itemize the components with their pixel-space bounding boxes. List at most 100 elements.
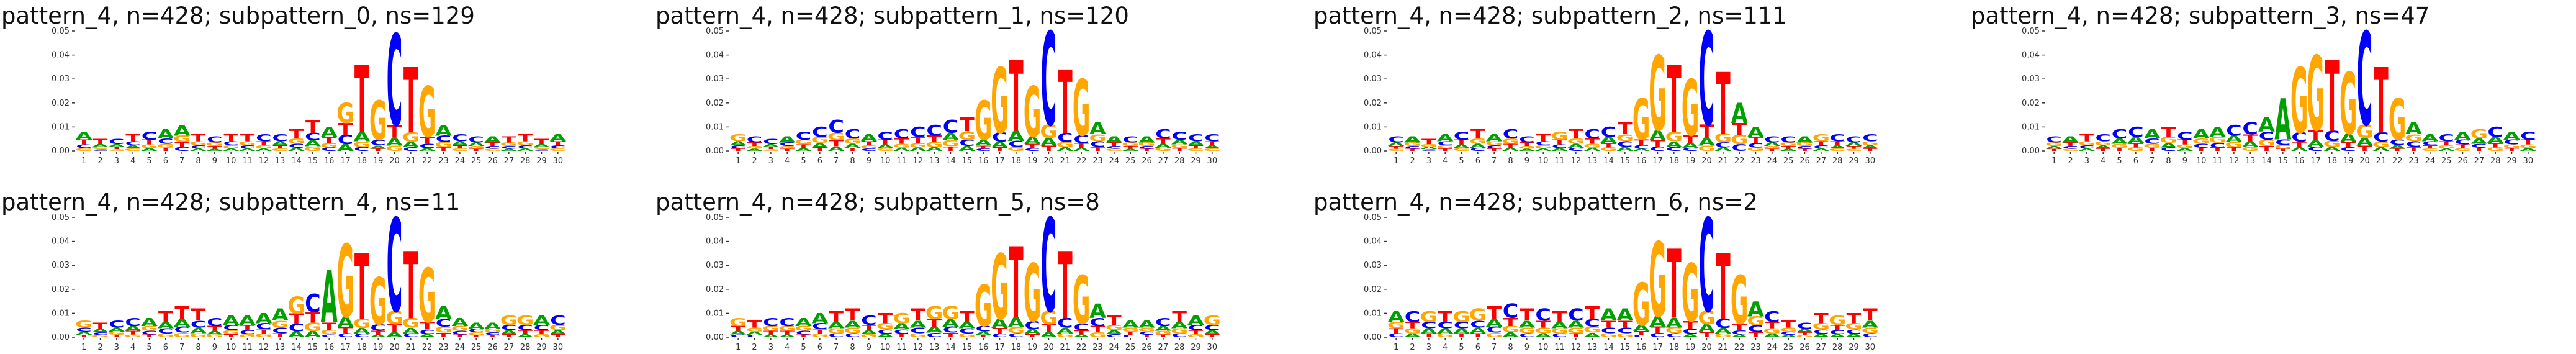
logo-letter-C: C [142,129,158,142]
logo-letter-C: C [747,334,763,338]
logo-letter-T: T [796,334,811,338]
logo-letter-T: T [1749,331,1763,339]
x-tick-label: 23 [2408,157,2419,166]
logo-letter-C: C [419,329,435,336]
logo-letter-C: C [2079,145,2095,150]
logo-letter-T: T [845,306,860,325]
logo-letter-A: A [1404,332,1421,338]
logo-letter-T: T [1091,145,1106,152]
logo-letter-C: C [1780,135,1796,145]
logo-letter-G: G [1007,326,1025,335]
logo-letter-T: T [2128,142,2143,149]
logo-letter-T: T [93,322,108,331]
logo-letter-C: C [1731,329,1747,336]
logo-letter-C: C [1171,129,1187,142]
logo-letter-G: G [1649,222,1667,341]
x-tick-label: 4 [130,343,135,352]
logo-letter-G: G [75,319,93,330]
logo-letter-T: T [780,330,795,335]
logo-letter-G: G [1040,121,1058,142]
logo-letter-C: C [910,124,926,140]
x-tick-label: 29 [536,343,547,352]
logo-letter-A: A [1486,317,1503,329]
x-tick-label: 24 [455,157,466,166]
logo-letter-A: A [844,319,861,330]
logo-letter-A: A [1204,329,1220,335]
logo-letter-G: G [304,145,322,153]
logo-letter-G: G [1106,324,1124,332]
logo-letter-C: C [845,127,861,142]
logo-letter-T: T [1503,142,1519,149]
x-tick-label: 27 [1816,157,1827,166]
logo-letter-C: C [2455,138,2471,146]
logo-letter-C: C [1139,331,1155,336]
y-tick-label: 0.03 [1364,75,1382,84]
logo-letter-G: G [1089,133,1107,144]
logo-letter-C: C [534,324,550,332]
logo-letter-T: T [142,138,157,146]
logo-letter-A: A [2421,132,2438,143]
logo-letter-C: C [2357,6,2373,155]
logo-letter-G: G [1567,137,1585,145]
x-tick-label: 13 [929,157,940,166]
logo-letter-C: C [338,132,354,147]
logo-letter-T: T [1421,332,1437,338]
x-tick-label: 19 [1685,343,1696,352]
x-tick-label: 9 [1524,343,1529,352]
logo-letter-T: T [403,50,418,154]
logo-letter-T: T [534,138,549,146]
logo-letter-G: G [1600,147,1618,152]
logo-letter-T: T [927,134,942,145]
logo-letter-T: T [878,138,893,146]
logo-letter-A: A [386,137,403,148]
logo-letter-T: T [1683,319,1698,332]
logo-letter-A: A [2274,88,2291,153]
x-tick-label: 8 [1508,343,1513,352]
logo-letter-A: A [1829,145,1847,150]
logo-letter-T: T [125,132,141,143]
logo-letter-A: A [1073,147,1091,152]
logo-letter-A: A [272,306,289,325]
logo-letter-C: C [207,135,223,145]
logo-letter-C: C [1073,133,1089,145]
logo-letter-T: T [1651,139,1665,149]
logo-letter-G: G [778,145,796,150]
logo-letter-G: G [2454,147,2472,152]
logo-letter-G: G [2421,148,2439,152]
logo-letter-G: G [516,314,534,328]
logo-letter-G: G [157,142,175,149]
logo-letter-C: C [1008,332,1024,338]
x-tick-label: 8 [1508,157,1513,166]
logo-letter-C: C [501,145,517,150]
y-tick-label: 0.02 [706,285,724,294]
logo-letter-T: T [1009,41,1024,154]
x-tick-label: 24 [1767,343,1778,352]
logo-letter-C: C [1682,147,1698,152]
logo-letter-A: A [2111,137,2128,145]
logo-letter-T: T [2456,143,2471,149]
y-tick-label: 0.02 [1364,285,1382,294]
x-tick-label: 4 [785,343,790,352]
logo-letter-C: C [387,9,403,156]
logo-letter-C: C [2242,119,2258,138]
logo-letter-C: C [2308,145,2324,152]
logo-letter-C: C [1715,141,1731,149]
logo-letter-C: C [534,148,550,151]
logo-letter-C: C [1139,145,1155,150]
logo-letter-A: A [402,327,420,335]
logo-letter-C: C [158,137,174,145]
y-tick-label: 0.00 [2022,147,2040,156]
logo-letter-C: C [354,333,370,338]
logo-letter-G: G [1682,65,1700,154]
logo-letter-G: G [173,134,191,145]
x-tick-label: 15 [1620,157,1631,166]
x-tick-label: 7 [834,157,839,166]
logo-letter-G: G [533,147,551,150]
logo-letter-T: T [305,309,320,326]
logo-panel-1: 0.000.010.020.030.040.051 2 3 4 5 6 7 8 9 10 11 12 1… [706,6,1221,166]
logo-letter-A: A [2340,131,2357,145]
logo-letter-T: T [322,321,336,333]
logo-letter-A: A [1567,319,1584,330]
x-tick-label: 23 [1750,157,1761,166]
logo-letter-T: T [1781,145,1796,150]
